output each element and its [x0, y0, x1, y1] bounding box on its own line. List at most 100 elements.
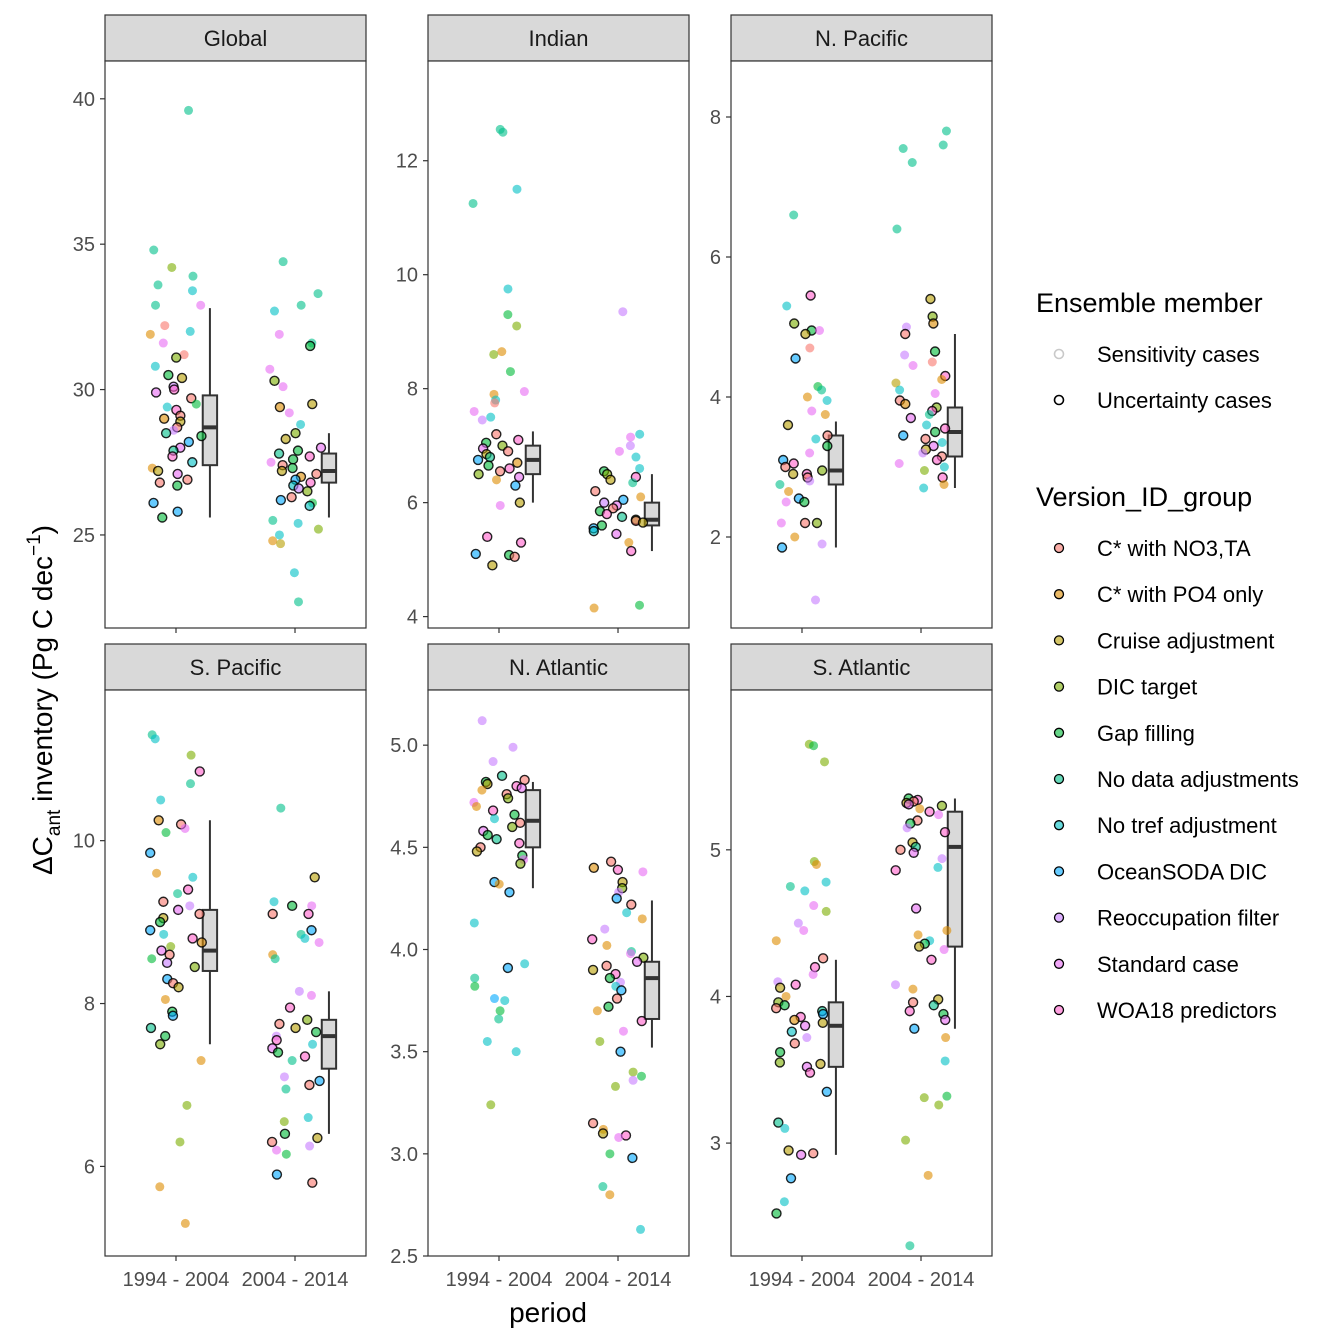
data-point [811, 434, 821, 444]
x-tick-label: 1994 - 2004 [749, 1269, 856, 1291]
data-point [635, 429, 645, 439]
panel-5: S. Atlantic 3 4 5 1994 - 2004 2004 - 2014 [710, 643, 993, 1291]
data-point [278, 257, 288, 267]
data-point [150, 361, 160, 371]
data-point [302, 1014, 313, 1026]
data-point [626, 949, 636, 959]
data-point [184, 105, 194, 115]
data-point [274, 530, 284, 540]
data-point [820, 757, 830, 767]
data-point [470, 548, 481, 560]
data-point [276, 803, 286, 813]
data-point [268, 515, 278, 525]
data-point [628, 1067, 638, 1077]
data-point [793, 918, 803, 928]
data-point [500, 996, 510, 1006]
data-point [275, 494, 287, 506]
data-point [915, 804, 925, 814]
data-point [173, 982, 184, 993]
data-point [160, 994, 170, 1004]
data-point [592, 1006, 602, 1016]
data-point [511, 1047, 521, 1057]
data-point [270, 954, 280, 964]
data-point [635, 600, 645, 610]
data-point [817, 539, 827, 549]
legend-label-version: No data adjustments [1097, 767, 1299, 792]
y-tick-label: 4 [710, 986, 721, 1008]
data-point [290, 1022, 301, 1034]
data-point [167, 1010, 179, 1021]
strip-background [427, 643, 690, 691]
data-point [507, 821, 518, 833]
data-point [160, 321, 170, 331]
data-point [811, 595, 821, 605]
data-point [271, 1034, 282, 1046]
x-tick-label: 2004 - 2014 [565, 1269, 672, 1291]
data-point [154, 477, 166, 488]
data-point [930, 389, 940, 398]
data-point [602, 940, 612, 950]
y-tick-label: 6 [710, 247, 721, 269]
data-point [490, 398, 500, 408]
data-point [774, 1046, 786, 1058]
data-point [587, 934, 598, 945]
data-point [894, 459, 904, 468]
data-point [182, 884, 194, 895]
data-point [785, 1173, 797, 1184]
data-point [924, 410, 934, 419]
data-point [817, 1008, 829, 1020]
data-point [616, 985, 627, 996]
data-point [631, 452, 641, 462]
data-point [496, 770, 508, 782]
data-point [160, 427, 172, 439]
data-point [314, 1075, 325, 1087]
data-point [306, 990, 316, 1000]
data-point [514, 838, 525, 849]
data-point [172, 904, 184, 916]
data-point [312, 1132, 323, 1144]
data-point [616, 511, 628, 523]
data-point [805, 448, 815, 458]
data-point [504, 887, 515, 898]
data-point [158, 413, 170, 424]
legend-label-version: Gap filling [1097, 721, 1195, 746]
data-point [513, 434, 524, 446]
data-point [922, 420, 932, 430]
data-point [776, 518, 786, 528]
legend-label-version: WOA18 predictors [1097, 998, 1277, 1023]
legend-label-version: OceanSODA DIC [1097, 859, 1267, 884]
data-point [145, 847, 156, 859]
data-point [601, 508, 613, 520]
legend-key-version [1053, 820, 1065, 831]
data-point [307, 398, 318, 410]
y-tick-label: 8 [84, 994, 95, 1016]
data-point [615, 1046, 626, 1057]
data-point [268, 536, 278, 546]
data-point [161, 828, 171, 838]
y-tick-label: 25 [73, 525, 95, 547]
y-axis-title-delta: ΔC [27, 836, 58, 875]
data-point [167, 451, 178, 462]
data-point [168, 384, 180, 395]
legend-key-ensemble [1053, 348, 1065, 360]
data-point [587, 964, 599, 976]
data-point [310, 1026, 322, 1038]
data-point [821, 1086, 833, 1097]
box-iqr [201, 394, 219, 467]
data-point [933, 862, 943, 872]
data-point [612, 864, 624, 876]
legend-label-version: C* with PO4 only [1097, 582, 1263, 607]
strip-title: Global [204, 26, 268, 51]
data-point [514, 817, 526, 829]
data-point [822, 440, 833, 452]
data-point [488, 757, 498, 767]
data-point [802, 1033, 812, 1043]
data-point [942, 1091, 952, 1101]
data-point [890, 980, 900, 990]
data-point [939, 423, 951, 434]
data-point [503, 284, 513, 294]
data-point [940, 1056, 950, 1066]
data-point [799, 517, 811, 529]
data-point [276, 539, 286, 549]
